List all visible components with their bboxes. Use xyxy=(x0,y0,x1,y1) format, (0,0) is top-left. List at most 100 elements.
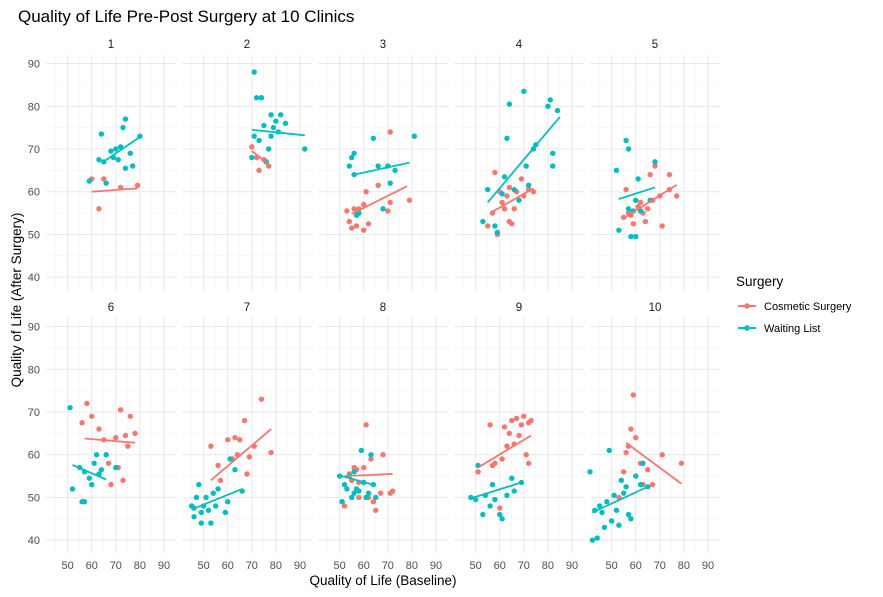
point-waiting xyxy=(203,494,209,501)
x-tick-label: 50 xyxy=(470,560,482,572)
trend-line-waiting xyxy=(618,186,656,200)
point-waiting xyxy=(625,206,632,212)
chart-title: Quality of Life Pre-Post Surgery at 10 C… xyxy=(18,7,354,26)
x-tick-label: 90 xyxy=(158,560,170,572)
x-tick-label: 90 xyxy=(702,560,714,572)
point-cosmetic xyxy=(528,417,534,424)
point-waiting xyxy=(511,186,517,193)
point-waiting xyxy=(480,511,486,518)
trend-line-waiting xyxy=(72,464,107,481)
point-waiting xyxy=(509,475,515,481)
point-waiting xyxy=(198,520,204,526)
point-cosmetic xyxy=(630,392,637,398)
point-waiting xyxy=(98,466,105,473)
point-cosmetic xyxy=(249,144,255,150)
point-waiting xyxy=(625,511,632,518)
point-cosmetic xyxy=(673,193,680,199)
point-cosmetic xyxy=(365,221,372,227)
point-cosmetic xyxy=(265,163,272,169)
point-waiting xyxy=(499,191,505,197)
point-waiting xyxy=(251,69,257,75)
x-tick-label: 60 xyxy=(358,560,370,572)
point-cosmetic xyxy=(678,460,685,466)
point-waiting xyxy=(129,163,136,169)
facet-panels: 1 40 50 60 70 80 90 2 3 4 5 6 40 50 60 70 80 90 50 60 70 80 90… xyxy=(28,39,721,572)
point-cosmetic xyxy=(523,452,529,458)
point-cosmetic xyxy=(241,417,248,424)
point-waiting xyxy=(339,499,345,505)
point-waiting xyxy=(232,466,238,473)
x-tick-label: 70 xyxy=(518,560,530,572)
point-waiting xyxy=(550,150,556,156)
point-waiting xyxy=(492,496,498,503)
point-waiting xyxy=(601,524,608,531)
point-waiting xyxy=(120,124,126,131)
point-waiting xyxy=(554,107,561,114)
point-cosmetic xyxy=(504,443,510,449)
legend: Surgery Cosmetic Surgery Waiting List xyxy=(736,274,852,335)
trend-line-cosmetic xyxy=(344,473,393,477)
x-tick-label: 50 xyxy=(62,560,74,572)
legend-entry-cosmetic: Cosmetic Surgery xyxy=(738,301,852,313)
point-waiting xyxy=(93,452,100,458)
point-cosmetic xyxy=(406,197,413,203)
point-waiting xyxy=(640,460,646,466)
point-waiting xyxy=(198,509,204,516)
y-axis-label: Quality of Life (After Surgery) xyxy=(9,213,24,388)
facet-strip-label: 10 xyxy=(649,302,662,314)
point-waiting xyxy=(613,167,620,174)
point-waiting xyxy=(358,447,365,454)
point-waiting xyxy=(489,481,496,488)
point-cosmetic xyxy=(501,424,508,430)
point-cosmetic xyxy=(511,206,517,212)
legend-entry-waiting: Waiting List xyxy=(738,323,820,335)
point-cosmetic xyxy=(84,400,90,407)
point-waiting xyxy=(472,496,479,503)
facet-panel-1: 1 40 50 60 70 80 90 xyxy=(28,39,177,290)
point-cosmetic xyxy=(506,430,513,437)
trend-line-waiting xyxy=(341,475,377,487)
point-waiting xyxy=(113,464,119,471)
point-cosmetic xyxy=(659,223,665,229)
point-waiting xyxy=(210,490,216,496)
point-cosmetic xyxy=(361,201,367,208)
point-waiting xyxy=(351,150,357,156)
point-waiting xyxy=(587,469,593,475)
x-tick-label: 90 xyxy=(294,560,306,572)
point-waiting xyxy=(115,156,121,163)
facet-panel-9: 9 50 60 70 80 90 xyxy=(454,302,585,572)
point-cosmetic xyxy=(120,477,126,484)
point-cosmetic xyxy=(96,206,102,212)
trend-line-cosmetic xyxy=(351,185,408,215)
point-cosmetic xyxy=(232,434,238,441)
point-cosmetic xyxy=(497,505,503,511)
point-waiting xyxy=(205,507,212,513)
point-waiting xyxy=(344,486,350,492)
point-cosmetic xyxy=(387,199,393,206)
point-cosmetic xyxy=(389,488,396,494)
point-cosmetic xyxy=(258,396,265,402)
point-cosmetic xyxy=(368,456,374,462)
point-waiting xyxy=(411,133,417,139)
x-tick-label: 80 xyxy=(542,560,554,572)
point-waiting xyxy=(270,124,277,131)
point-waiting xyxy=(86,475,93,481)
point-waiting xyxy=(521,88,527,95)
point-waiting xyxy=(633,473,639,479)
point-waiting xyxy=(618,477,624,484)
point-waiting xyxy=(81,499,88,505)
facet-panel-5: 5 xyxy=(590,39,721,290)
point-waiting xyxy=(523,163,529,169)
point-waiting xyxy=(368,452,374,458)
point-waiting xyxy=(599,509,605,516)
point-cosmetic xyxy=(361,227,367,233)
x-tick-label: 70 xyxy=(246,560,258,572)
point-cosmetic xyxy=(521,413,527,419)
point-waiting xyxy=(268,112,274,118)
point-cosmetic xyxy=(387,129,393,135)
point-waiting xyxy=(268,133,274,139)
point-waiting xyxy=(196,481,202,488)
point-cosmetic xyxy=(525,460,532,466)
facet-strip-label: 4 xyxy=(516,39,523,51)
point-waiting xyxy=(621,490,627,496)
